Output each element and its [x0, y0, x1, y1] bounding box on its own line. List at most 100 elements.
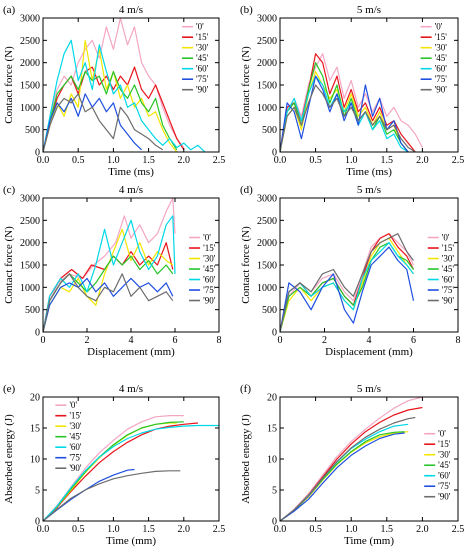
- series-line-90: [280, 233, 414, 332]
- legend-label: '0': [435, 22, 443, 32]
- legend-label: '90': [442, 296, 455, 306]
- panel-d: 0 2 4 6 8 0 500 1000 1500 2000 2500 3000 (d) 5 m/s Dis…: [240, 184, 461, 358]
- legend-label: '30': [438, 450, 451, 460]
- legend-label: '45': [435, 53, 448, 63]
- x-tick-label: 2.5: [452, 155, 465, 166]
- series-line-0: [43, 18, 185, 152]
- x-tick-label: 1.0: [345, 524, 358, 535]
- series-line-60: [280, 242, 414, 332]
- y-tick-label: 3000: [257, 14, 277, 25]
- x-axis-label: Time (ms): [346, 166, 392, 178]
- series-line-75: [280, 246, 415, 332]
- x-tick-label: 8: [456, 335, 461, 346]
- panel-label: (c): [3, 184, 16, 196]
- y-axis-label: Contact force (N): [3, 46, 15, 124]
- x-tick-label: 2.0: [178, 524, 191, 535]
- y-tick-label: 500: [25, 305, 40, 316]
- x-tick-label: 6: [411, 335, 416, 346]
- x-tick-label: 2: [322, 335, 327, 346]
- legend-label: '45': [438, 460, 451, 470]
- y-tick-label: 2500: [257, 216, 277, 227]
- x-tick-label: 0.0: [274, 524, 287, 535]
- series-lines: [43, 415, 219, 521]
- y-tick-label: 0: [35, 517, 40, 528]
- series-lines: [43, 18, 206, 152]
- legend-label: '75': [438, 481, 451, 491]
- y-tick-label: 1500: [257, 81, 277, 92]
- panel-label: (b): [240, 4, 253, 16]
- legend-label: '0': [442, 233, 450, 243]
- x-tick-label: 0.5: [72, 524, 85, 535]
- y-tick-label: 1000: [20, 103, 40, 114]
- legend-label: '15': [203, 243, 216, 253]
- legend-label: '75': [435, 74, 448, 84]
- y-tick-label: 500: [25, 125, 40, 136]
- legend-label: '90': [438, 492, 451, 502]
- y-tick-label: 0: [272, 328, 277, 339]
- legend-label: '45': [196, 53, 209, 63]
- legend: '0''15''30''45''60''75''90': [424, 429, 451, 502]
- legend-label: '60': [435, 64, 448, 74]
- x-tick-label: 1.5: [381, 155, 394, 166]
- y-tick-label: 2000: [20, 238, 40, 249]
- y-tick-label: 2500: [257, 36, 277, 47]
- x-tick-label: 2.5: [452, 524, 465, 535]
- series-line-0: [280, 53, 423, 152]
- x-axis-label: Displacement (mm): [87, 346, 175, 358]
- x-tick-label: 1.5: [381, 524, 394, 535]
- panel-label: (a): [3, 4, 16, 16]
- x-axis-label: Displacement (mm): [325, 346, 413, 358]
- y-axis-label: Contact force (N): [240, 226, 252, 304]
- x-tick-label: 4: [129, 335, 134, 346]
- series-line-90: [280, 416, 416, 521]
- legend-label: '90': [69, 463, 82, 473]
- plot-frame: [42, 17, 220, 153]
- y-tick-label: 10: [267, 455, 277, 466]
- series-line-45: [43, 421, 184, 521]
- x-tick-label: 0.5: [309, 524, 322, 535]
- y-tick-label: 20: [30, 393, 40, 404]
- y-tick-label: 3000: [257, 194, 277, 205]
- x-axis-label: Time (mm): [344, 535, 394, 547]
- x-tick-label: 1.0: [107, 155, 120, 166]
- y-tick-label: 15: [30, 424, 40, 435]
- panel-label: (f): [240, 383, 251, 395]
- series-line-30: [43, 422, 177, 521]
- legend-label: '60': [69, 442, 82, 452]
- y-tick-label: 0: [272, 148, 277, 159]
- legend-label: '90': [196, 85, 209, 95]
- y-axis-label: Absorbed energy (J): [240, 414, 252, 504]
- y-tick-label: 1500: [20, 261, 40, 272]
- y-tick-label: 2000: [257, 58, 277, 69]
- y-tick-label: 3000: [20, 14, 40, 25]
- panel-label: (d): [240, 184, 253, 196]
- x-tick-label: 0: [41, 335, 46, 346]
- x-tick-label: 2.5: [213, 155, 226, 166]
- panel-label: (e): [3, 383, 16, 395]
- y-tick-label: 2000: [20, 58, 40, 69]
- panel-title: 5 m/s: [357, 383, 381, 395]
- x-tick-label: 4: [367, 335, 372, 346]
- y-tick-label: 3000: [20, 194, 40, 205]
- y-axis-label: Contact force (N): [3, 226, 15, 304]
- series-line-30: [280, 237, 414, 332]
- y-tick-label: 500: [262, 305, 277, 316]
- legend: '0''15''30''45''60''75''90': [427, 233, 455, 306]
- legend-label: '75': [196, 74, 209, 84]
- legend-label: '75': [442, 285, 455, 295]
- y-tick-label: 10: [30, 455, 40, 466]
- y-tick-label: 5: [272, 486, 277, 497]
- series-line-60: [280, 75, 409, 152]
- x-tick-label: 1.5: [142, 155, 155, 166]
- legend-label: '15': [442, 243, 455, 253]
- x-tick-label: 6: [173, 335, 178, 346]
- x-tick-label: 0.5: [72, 155, 85, 166]
- legend-label: '75': [203, 285, 216, 295]
- legend-label: '15': [435, 32, 448, 42]
- x-tick-label: 1.0: [107, 524, 120, 535]
- legend-label: '0': [69, 400, 77, 410]
- y-tick-label: 0: [272, 517, 277, 528]
- x-axis-label: Time (ms): [108, 166, 154, 178]
- x-tick-label: 2.5: [213, 524, 226, 535]
